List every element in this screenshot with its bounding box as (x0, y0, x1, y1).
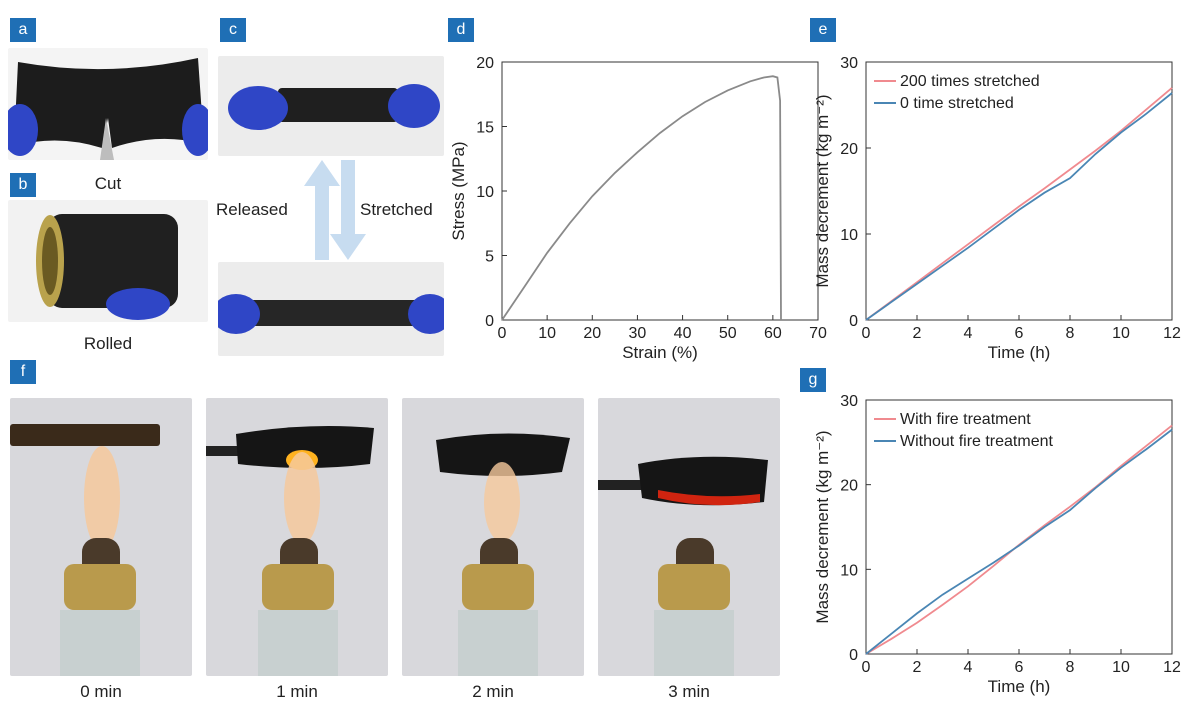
series-line-0 (865, 87, 1173, 321)
y-tick-label: 10 (840, 562, 858, 579)
x-tick-label: 8 (1066, 659, 1075, 676)
photo-rolled-sheet (8, 200, 208, 322)
caption-rolled: Rolled (83, 334, 133, 353)
up-arrow-icon (304, 160, 340, 260)
stretch-arrows (304, 160, 366, 260)
photo-fire-0min (10, 398, 192, 676)
x-tick-label: 8 (1066, 325, 1075, 342)
x-tick-label: 0 (498, 325, 507, 342)
photo-fire-1min (206, 398, 388, 676)
y-tick-label: 10 (476, 184, 494, 201)
series-line-1 (865, 428, 1173, 655)
x-axis-label: Strain (%) (622, 343, 698, 362)
x-axis-label: Time (h) (988, 677, 1051, 696)
y-tick-label: 10 (840, 227, 858, 244)
chart-mass-decrement-stretch: 0 2 4 6 8 10 12 0 10 20 30 Time (h) Mass decrement (… (813, 55, 1181, 362)
legend-entry: 200 times stretched (900, 73, 1040, 90)
label-stretched: Stretched (360, 200, 433, 219)
x-tick-label: 6 (1015, 659, 1024, 676)
burner-illustration (10, 424, 160, 676)
down-arrow-icon (330, 160, 366, 260)
x-tick-label: 60 (764, 325, 782, 342)
y-axis-label: Stress (MPa) (449, 141, 468, 240)
y-tick-label: 30 (840, 393, 858, 410)
released-strip-illustration (228, 84, 440, 130)
x-tick-label: 2 (913, 659, 922, 676)
burner-illustration (206, 426, 374, 676)
x-tick-label: 6 (1015, 325, 1024, 342)
label-released: Released (216, 200, 288, 219)
y-tick-label: 5 (485, 249, 494, 266)
series-line-0 (501, 75, 782, 321)
legend-entry: 0 time stretched (900, 95, 1014, 112)
y-axis-label: Mass decrement (kg m⁻²) (813, 430, 832, 623)
y-axis-label: Mass decrement (kg m⁻²) (813, 94, 832, 287)
plot-frame (501, 61, 819, 321)
x-tick-label: 70 (809, 325, 827, 342)
photo-fire-3min (598, 398, 780, 676)
chart-stress-strain: 0 10 20 30 40 50 60 70 0 5 10 15 20 Strain (%) Stress … (449, 55, 827, 362)
y-tick-label: 0 (849, 647, 858, 664)
x-tick-label: 2 (913, 325, 922, 342)
photo-fire-2min (402, 398, 584, 676)
caption-1min: 1 min (276, 682, 318, 701)
panel-label-g: g (800, 368, 826, 392)
chart-mass-decrement-fire: 0 2 4 6 8 10 12 0 10 20 30 Time (h) Mass decrement (… (813, 393, 1181, 696)
y-tick-label: 0 (849, 313, 858, 330)
panel-label-a: a (10, 18, 36, 42)
series-line-1 (865, 92, 1173, 321)
x-tick-label: 50 (719, 325, 737, 342)
x-axis-label: Time (h) (988, 343, 1051, 362)
burner-illustration (436, 433, 570, 676)
x-tick-label: 0 (862, 659, 871, 676)
x-tick-label: 4 (964, 325, 973, 342)
panel-label-b: b (10, 173, 36, 197)
y-tick-label: 15 (476, 120, 494, 137)
caption-3min: 3 min (668, 682, 710, 701)
y-tick-label: 20 (476, 55, 494, 72)
x-tick-label: 4 (964, 659, 973, 676)
x-tick-label: 0 (862, 325, 871, 342)
legend-entry: With fire treatment (900, 411, 1031, 428)
panel-label-d: d (448, 18, 474, 42)
y-tick-label: 20 (840, 141, 858, 158)
x-tick-label: 10 (538, 325, 556, 342)
legend-entry: Without fire treatment (900, 433, 1054, 450)
x-tick-label: 30 (629, 325, 647, 342)
stretched-strip-illustration (218, 294, 444, 334)
y-tick-label: 0 (485, 313, 494, 330)
x-tick-label: 20 (583, 325, 601, 342)
panel-label-f: f (10, 360, 36, 384)
caption-0min: 0 min (80, 682, 122, 701)
photo-stretched-strip (218, 262, 444, 356)
photo-cut-sheet (8, 48, 208, 160)
rolled-sheet-illustration (36, 214, 178, 320)
series-line-0 (865, 424, 1173, 655)
cut-sheet-illustration (8, 58, 208, 160)
photo-released-strip (218, 56, 444, 156)
x-tick-label: 10 (1112, 325, 1130, 342)
panel-label-c: c (220, 18, 246, 42)
y-tick-label: 20 (840, 478, 858, 495)
y-tick-label: 30 (840, 55, 858, 72)
burner-illustration (598, 456, 768, 676)
caption-2min: 2 min (472, 682, 514, 701)
panel-label-e: e (810, 18, 836, 42)
x-tick-label: 12 (1163, 325, 1181, 342)
x-tick-label: 40 (674, 325, 692, 342)
x-tick-label: 12 (1163, 659, 1181, 676)
caption-cut: Cut (94, 174, 122, 193)
x-tick-label: 10 (1112, 659, 1130, 676)
